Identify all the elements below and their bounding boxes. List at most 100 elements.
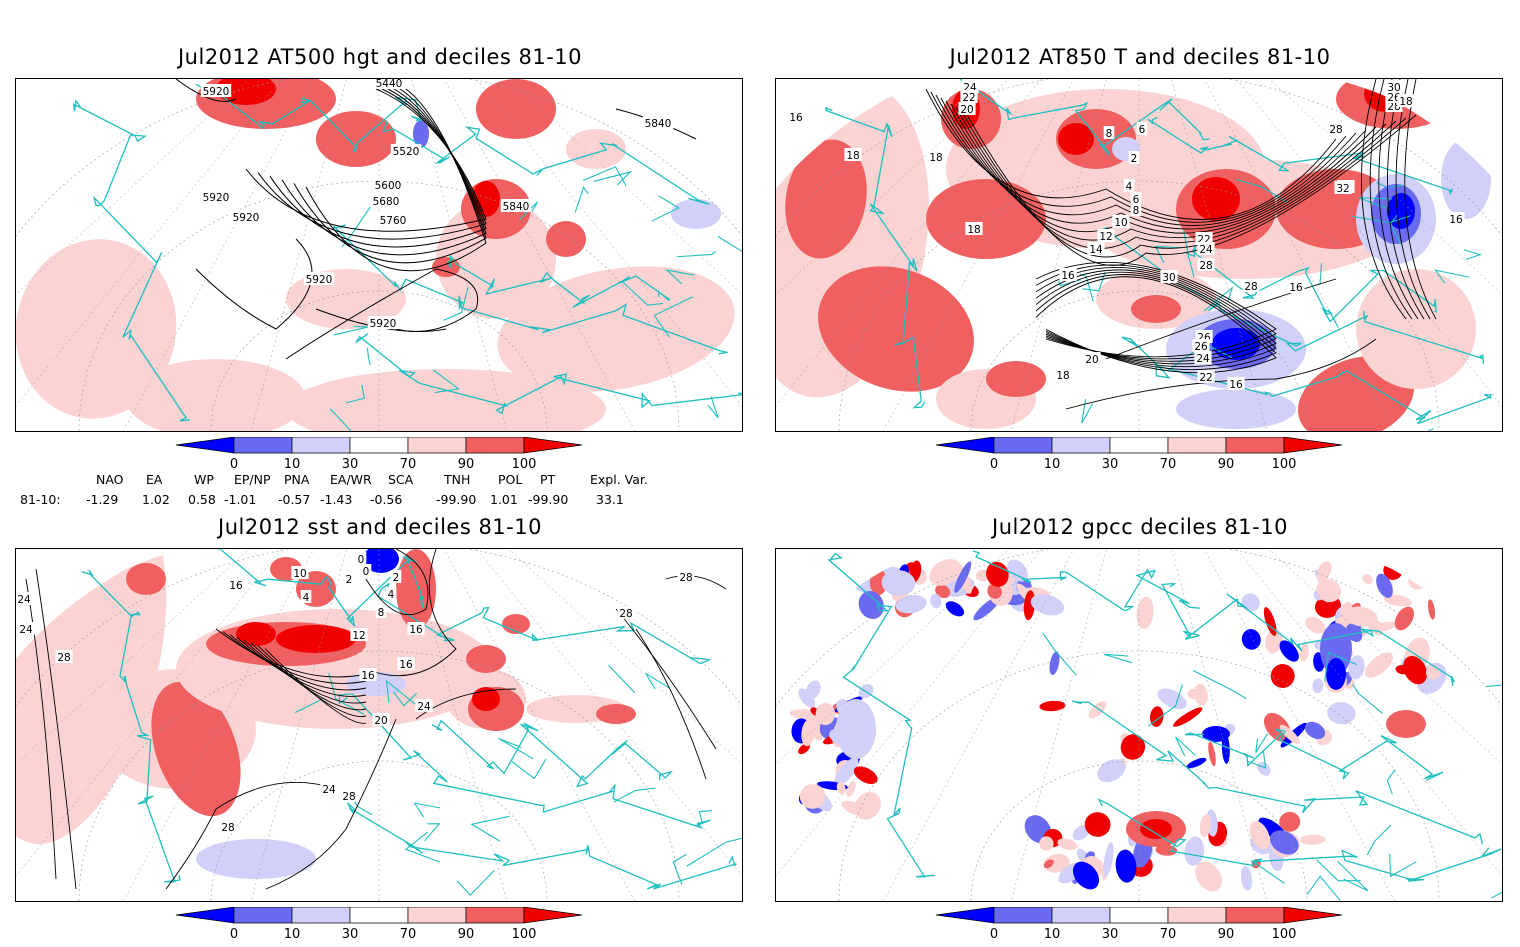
precip-decile-patch [1088, 701, 1107, 719]
country-border [621, 280, 664, 306]
contour-label: 20 [372, 713, 390, 727]
contour-label-bg [390, 570, 402, 583]
graticule-meridian [16, 549, 282, 877]
country-border [665, 269, 695, 285]
precip-decile-patch [1049, 651, 1060, 676]
map-at500: 5920 5440 5520 5600 5680 5760 5840 5920 5920 5840… [15, 78, 743, 432]
precip-decile-patch [1300, 834, 1326, 845]
coastline-border [1072, 700, 1484, 845]
anomaly-shading [151, 681, 241, 817]
contour-label-bg [1054, 368, 1072, 381]
country-border [1490, 891, 1502, 899]
colorbar-segment [1167, 906, 1227, 924]
anomaly-shading [196, 839, 316, 879]
sst-contour [415, 688, 517, 720]
graticule-meridian [476, 79, 742, 407]
anomaly-shading [466, 645, 506, 673]
height-contour [175, 79, 237, 102]
height-contour [305, 88, 487, 272]
precip-decile-patch [1425, 665, 1441, 680]
coastline-border [431, 719, 673, 788]
precip-decile-patch [1202, 726, 1230, 742]
contour-label-text: 20 [374, 715, 387, 727]
precip-decile-patch [929, 559, 962, 586]
contour-label-bg [1197, 242, 1215, 255]
contour-label: 28 [1327, 122, 1345, 136]
precip-decile-patch [1269, 830, 1299, 855]
contour-label-text: 18 [1399, 96, 1412, 108]
graticule-circle [970, 290, 1308, 431]
colorbar-segment [407, 436, 467, 454]
country-border [1082, 271, 1106, 292]
precip-decile-patch [1195, 861, 1223, 892]
temperature-contour [960, 109, 1407, 258]
contour-label-text: 8 [1106, 128, 1113, 140]
colorbar-segment [1109, 906, 1169, 924]
colorbar-svg [175, 906, 583, 924]
contour-label: 2 [390, 570, 402, 584]
colorbar-segment [349, 436, 409, 454]
colorbar-segment [1225, 436, 1285, 454]
precip-decile-patch [1305, 616, 1326, 634]
coastline-border [338, 693, 711, 829]
contour-label-bg [1447, 212, 1465, 225]
contour-label-bg [415, 699, 433, 712]
colorbar-segment [1283, 436, 1343, 454]
contour-label: 16 [397, 657, 415, 671]
colorbar-segment [291, 436, 351, 454]
contour-label-bg [377, 213, 409, 226]
country-border [1154, 245, 1183, 264]
contour-label-bg [958, 102, 976, 115]
contour-label-text: 16 [1061, 270, 1075, 282]
precip-decile-patch [1364, 652, 1394, 678]
contour-label-bg [373, 79, 405, 89]
temperature-contour [1035, 276, 1277, 374]
precip-decile-patch [1270, 664, 1295, 688]
precip-decile-patch [801, 719, 816, 747]
colorbar-tick-label: 10 [1043, 927, 1061, 942]
contour-label-bg [350, 628, 368, 641]
contour-label: 24 [415, 699, 433, 713]
contour-label-bg [372, 178, 404, 191]
country-border [672, 853, 687, 885]
precip-decile-patch [1257, 761, 1271, 776]
anomaly-shading [476, 79, 556, 139]
colorbar-tick-label: 100 [511, 457, 537, 472]
contour-label-text: 16 [361, 670, 375, 682]
graticule-circle [970, 760, 1308, 901]
precip-decile-patch [1241, 629, 1261, 650]
contour-label-text: 32 [1336, 183, 1349, 195]
contour-label-text: 2 [393, 572, 400, 584]
precip-decile-patch [1316, 579, 1342, 603]
contour-label-text: 16 [1449, 214, 1463, 226]
contour-label-bg [1083, 352, 1101, 365]
country-border [698, 810, 712, 824]
anomaly-shading [497, 266, 735, 392]
sst-contour [365, 549, 429, 616]
anomaly-shading [236, 622, 276, 646]
contour-label-bg [1087, 242, 1105, 255]
contour-label-text: 5920 [233, 212, 260, 224]
colorbar-segment [1051, 436, 1111, 454]
contour-label-text: 4 [1126, 181, 1133, 193]
contour-label-text: 16 [409, 624, 423, 636]
country-border [366, 347, 371, 366]
contour-label-bg [17, 622, 35, 635]
colorbar-tick-label: 70 [1159, 457, 1177, 472]
sst-contour [25, 578, 57, 880]
index-value: -99.90 [528, 492, 569, 507]
anomaly-shading [546, 221, 586, 257]
country-border [1352, 684, 1383, 714]
country-border [1255, 733, 1268, 753]
anomaly-shading [276, 625, 356, 653]
sst-contour [635, 628, 707, 780]
contour-label-text: 18 [846, 150, 859, 162]
map-at850: 24 22 20 16 18 18 18 8 6 2 4 6 8 10 12 14 16 22 24 28 30 28 26… [775, 78, 1503, 432]
country-border [1327, 309, 1339, 328]
colorbar-segment [1283, 906, 1343, 924]
contour-label: 28 [1197, 258, 1215, 272]
colorbar-tick-label: 70 [399, 457, 417, 472]
colorbar-tick-label: 100 [1271, 927, 1297, 942]
precip-decile-patch [1194, 683, 1208, 706]
precip-decile-patch [1386, 710, 1426, 738]
